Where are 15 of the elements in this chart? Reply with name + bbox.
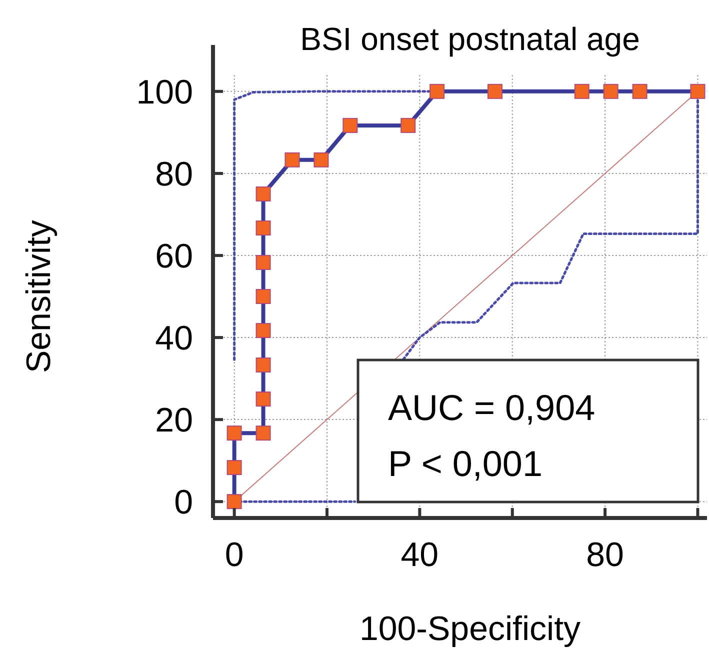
y-tick-label: 40 [155,320,193,358]
chart-title: BSI onset postnatal age [300,21,640,57]
x-tick-label: 80 [586,536,624,574]
x-tick-label: 40 [400,536,439,574]
y-tick-label: 0 [174,484,193,522]
annotation: P < 0,001 [388,443,542,484]
x-tick-label: 0 [224,536,244,574]
annotation: AUC = 0,904 [388,387,596,428]
y-tick-label: 60 [155,237,193,276]
text-box: AUC = 0,904 P < 0,001 [356,358,700,504]
y-axis-title: Sensitivity [20,220,58,374]
y-tick-label: 100 [136,73,193,112]
y-tick-label: 80 [155,155,193,194]
y-tick-label: 20 [155,402,193,440]
x-axis-title: 100-Specificity [359,610,581,648]
